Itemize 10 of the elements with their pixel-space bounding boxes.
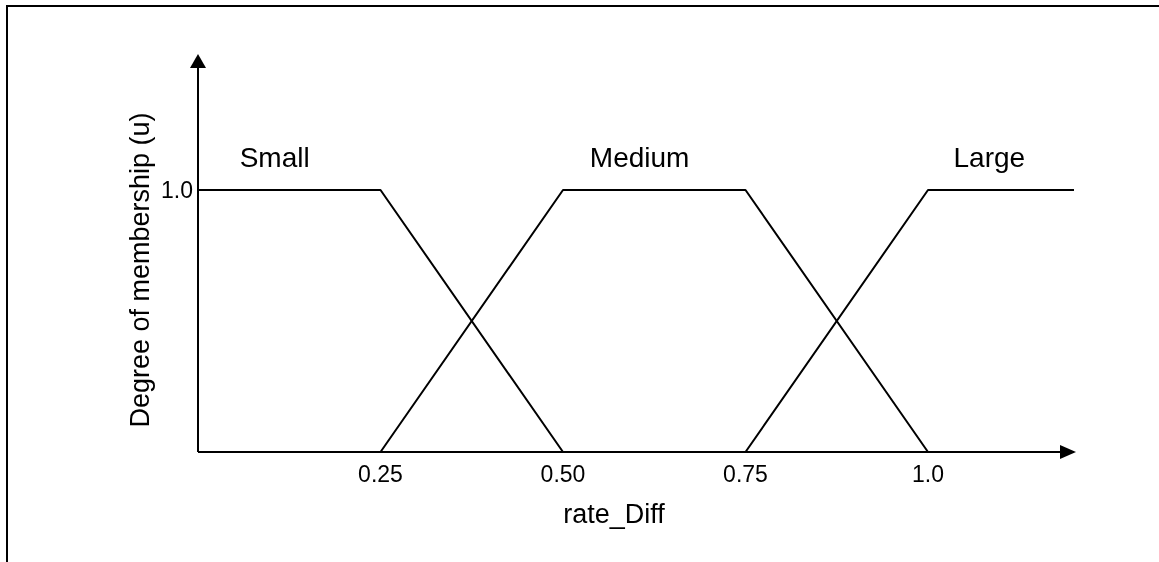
series-label: Medium — [589, 142, 690, 173]
x-tick-label: 1.0 — [912, 461, 944, 488]
x-tick-label: 0.75 — [723, 461, 768, 488]
series-label: Small — [239, 142, 310, 173]
text: 1.0 — [161, 177, 193, 203]
y-axis-title: Degree of membership (u) — [125, 112, 155, 428]
series-label: Large — [953, 142, 1026, 173]
x-axis-title: rate_Diff — [563, 499, 666, 529]
x-tick-label: 0.25 — [358, 461, 403, 488]
x-tick-label: 0.50 — [540, 461, 586, 488]
